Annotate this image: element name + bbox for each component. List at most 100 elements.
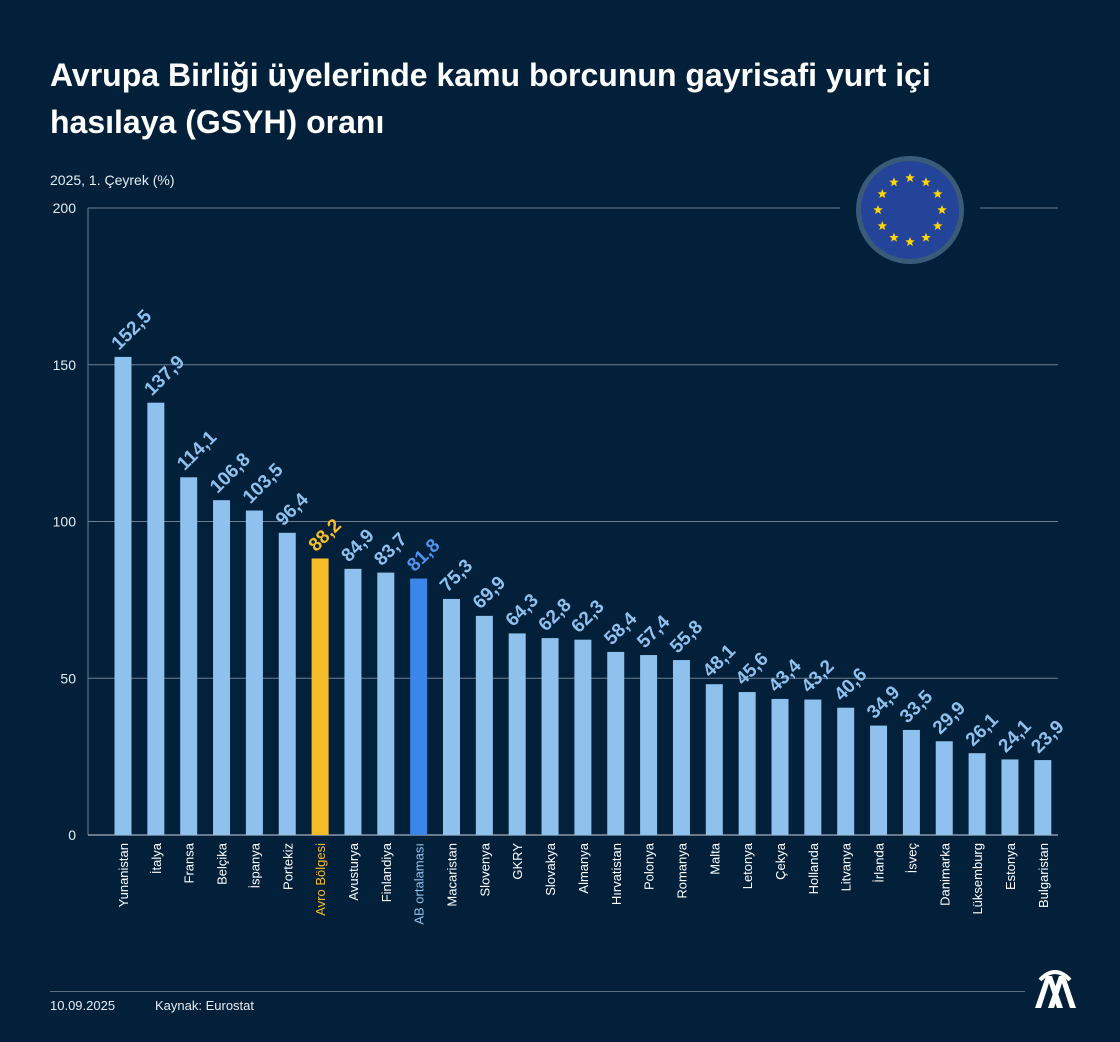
category-label: Litvanya — [839, 842, 854, 891]
bars — [114, 356, 1052, 835]
value-label: 55,8 — [666, 617, 707, 658]
bar — [804, 699, 822, 835]
bar — [672, 660, 690, 835]
bar — [344, 568, 362, 835]
category-label: Portekiz — [280, 843, 295, 890]
bar — [1034, 760, 1052, 835]
bar — [410, 578, 428, 835]
value-label: 152,5 — [108, 306, 157, 355]
eu-flag-icon — [856, 156, 964, 264]
value-label: 137,9 — [141, 352, 189, 400]
value-label: 96,4 — [272, 489, 313, 530]
category-label: Yunanistan — [116, 843, 131, 907]
bar — [902, 729, 920, 835]
category-label: İspanya — [247, 842, 262, 888]
flag-star — [889, 177, 899, 187]
bar — [640, 655, 658, 835]
value-label: 62,3 — [568, 596, 609, 637]
value-label: 81,8 — [403, 535, 444, 576]
category-label: Slovakya — [543, 842, 558, 896]
category-label: İsveç — [904, 843, 919, 874]
value-label: 114,1 — [173, 427, 221, 475]
flag-star — [877, 189, 888, 199]
publish-date: 10.09.2025 — [50, 998, 116, 1013]
footer-divider — [50, 991, 1025, 992]
value-label: 75,3 — [436, 555, 477, 596]
bar — [771, 698, 789, 835]
value-label: 24,1 — [995, 716, 1036, 757]
flag-star — [932, 221, 943, 231]
category-label: Lüksemburg — [970, 843, 985, 915]
value-label: 69,9 — [469, 572, 510, 613]
value-label: 23,9 — [1027, 717, 1068, 758]
category-label: Finlandiya — [379, 842, 394, 902]
category-label: Danimarka — [937, 842, 952, 906]
flag-star — [905, 173, 915, 183]
category-label: Hollanda — [806, 842, 821, 894]
y-tick-label: 50 — [60, 670, 76, 686]
category-label: Avro Bölgesi — [313, 843, 328, 916]
category-label: Malta — [707, 842, 722, 875]
flag-star — [932, 189, 943, 199]
y-tick-label: 200 — [53, 200, 77, 216]
bar — [574, 639, 592, 835]
category-label: Belçika — [215, 842, 230, 885]
bar — [475, 615, 493, 835]
category-label: Polonya — [642, 842, 657, 890]
y-tick-label: 100 — [53, 514, 77, 530]
bar — [311, 558, 329, 835]
bar — [837, 707, 855, 835]
aa-logo-icon — [1035, 970, 1076, 1008]
category-label: Almanya — [576, 842, 591, 893]
category-label: Macaristan — [445, 843, 460, 907]
bar — [541, 638, 559, 835]
value-label: 62,8 — [535, 595, 576, 636]
category-label: Romanya — [674, 842, 689, 898]
value-label: 43,4 — [765, 655, 806, 696]
category-label: GKRY — [510, 843, 525, 880]
category-label: Fransa — [182, 842, 197, 883]
bar — [870, 725, 888, 835]
value-label: 58,4 — [600, 608, 641, 649]
bar — [508, 633, 526, 835]
category-label: Bulgaristan — [1036, 843, 1051, 908]
category-label: Çekya — [773, 842, 788, 880]
flag-star — [905, 237, 915, 247]
y-tick-label: 150 — [53, 357, 77, 373]
category-label: İtalya — [149, 842, 164, 874]
flag-star — [873, 205, 883, 215]
category-label: Slovenya — [477, 842, 492, 896]
bar — [1001, 759, 1019, 835]
flag-star — [877, 221, 888, 231]
chart-subtitle: 2025, 1. Çeyrek (%) — [50, 172, 175, 188]
flag-star — [889, 232, 899, 242]
value-label: 34,9 — [863, 682, 904, 723]
bar — [114, 356, 132, 835]
bar — [147, 402, 165, 835]
bar — [377, 572, 395, 835]
bar — [935, 741, 953, 835]
category-label: Letonya — [740, 842, 755, 889]
x-axis-labels: Yunanistan İtalya Fransa Belçika İspanya Port… — [116, 842, 1051, 924]
bar — [738, 692, 756, 835]
bar — [180, 477, 198, 835]
category-label: Estonya — [1003, 842, 1018, 890]
y-tick-label: 0 — [68, 827, 76, 843]
bar — [278, 532, 296, 835]
bar — [443, 598, 460, 835]
bar — [245, 510, 263, 835]
flag-disc — [861, 161, 959, 259]
bar — [607, 651, 625, 835]
category-label: Avusturya — [346, 842, 361, 900]
flag-star — [921, 177, 931, 187]
data-source: Kaynak: Eurostat — [155, 998, 254, 1013]
flag-star — [937, 205, 947, 215]
bar — [705, 684, 723, 835]
value-label: 64,3 — [502, 590, 543, 631]
bar — [213, 500, 231, 835]
bar — [968, 753, 986, 835]
category-label: AB ortalaması — [412, 843, 427, 925]
flag-star — [921, 232, 931, 242]
category-label: İrlanda — [872, 842, 887, 883]
